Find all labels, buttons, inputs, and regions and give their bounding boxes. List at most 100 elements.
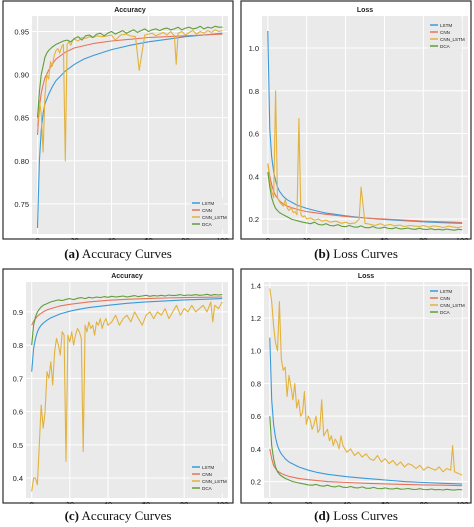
y-tick-label: 0.8 [251, 379, 261, 388]
x-tick-label: 60 [380, 236, 388, 240]
legend: LSTM CNN CNN_LSTM DCA [428, 286, 465, 318]
y-tick-label: 1.2 [251, 314, 261, 323]
legend-label: DCA [440, 310, 451, 315]
x-tick-label: 100 [456, 500, 469, 504]
y-tick-label: 0.9 [13, 308, 23, 317]
x-tick-label: 0 [30, 500, 34, 504]
series-line-cnn-lstm [267, 90, 463, 229]
chart-title: Loss [357, 7, 373, 14]
caption-c-letter: (c) [64, 508, 79, 523]
legend-label: CNN [202, 472, 212, 477]
x-tick-label: 0 [268, 500, 272, 504]
legend-label: DCA [440, 44, 451, 49]
legend-label: DCA [202, 222, 213, 227]
legend: LSTM CNN CNN_LSTM DCA [190, 198, 227, 230]
series-line-cnn [31, 296, 223, 326]
legend-label: CNN_LSTM [440, 303, 465, 308]
y-tick-label: 1.0 [251, 347, 261, 356]
caption-b-letter: (b) [314, 246, 330, 261]
series-line-dca [267, 171, 463, 231]
x-tick-label: 80 [419, 236, 427, 240]
legend-label: LSTM [440, 23, 452, 28]
y-tick-label: 0.2 [249, 215, 259, 224]
x-tick-label: 40 [343, 500, 351, 504]
legend: LSTM CNN CNN_LSTM DCA [190, 462, 227, 494]
caption-a: (a) Accuracy Curves [2, 246, 234, 262]
chart-panel-d: 0.2 0.4 0.6 0.8 1.0 1.2 1.4 0 20 40 60 80 100 Loss LST… [240, 268, 472, 527]
loss-chart-b: 0.2 0.4 0.6 0.8 1.0 0 20 40 60 80 100 Loss LSTM CNN CN… [240, 0, 472, 240]
chart-title: Accuracy [114, 7, 146, 14]
legend-label: CNN_LSTM [202, 215, 227, 220]
series-line-cnn-lstm [36, 29, 223, 162]
legend-label: CNN [440, 30, 450, 35]
series-line-dca [31, 293, 223, 346]
x-tick-label: 60 [381, 500, 389, 504]
x-tick-label: 0 [35, 236, 39, 240]
y-tick-label: 0.4 [13, 474, 23, 483]
legend-label: LSTM [440, 289, 452, 294]
x-tick-label: 60 [144, 236, 152, 240]
x-tick-label: 20 [70, 236, 78, 240]
series-line-dca [269, 416, 463, 491]
series-line-cnn-lstm [31, 301, 223, 492]
legend-label: DCA [202, 486, 213, 491]
y-tick-label: 1.0 [249, 44, 259, 53]
series-line-lstm [269, 337, 463, 485]
x-tick-label: 0 [266, 236, 270, 240]
series-line-lstm [36, 32, 223, 229]
x-tick-label: 100 [216, 500, 229, 504]
y-tick-label: 1.4 [251, 281, 261, 290]
chart-title: Loss [358, 273, 374, 280]
chart-panel-c: 0.4 0.5 0.6 0.7 0.8 0.9 0 20 40 60 80 100 Accuracy LS… [2, 268, 234, 527]
caption-a-text: Accuracy Curves [79, 246, 172, 261]
caption-c: (c) Accuracy Curves [2, 508, 234, 524]
loss-chart-d: 0.2 0.4 0.6 0.8 1.0 1.2 1.4 0 20 40 60 80 100 Loss LST… [240, 268, 472, 504]
x-tick-label: 100 [216, 236, 229, 240]
y-tick-label: 0.4 [249, 172, 259, 181]
legend-label: CNN_LSTM [440, 37, 465, 42]
x-tick-label: 40 [107, 236, 115, 240]
y-tick-label: 0.2 [251, 478, 261, 487]
y-tick-label: 0.85 [14, 114, 29, 123]
y-tick-label: 0.80 [14, 157, 29, 166]
legend-label: CNN_LSTM [202, 479, 227, 484]
x-tick-label: 100 [456, 236, 469, 240]
plot-area [262, 16, 468, 234]
legend-label: LSTM [202, 201, 214, 206]
caption-d: (d) Loss Curves [240, 508, 472, 524]
x-tick-label: 80 [181, 236, 189, 240]
x-tick-label: 20 [66, 500, 74, 504]
legend-label: CNN [202, 208, 212, 213]
caption-a-letter: (a) [64, 246, 80, 261]
y-tick-label: 0.8 [249, 87, 259, 96]
caption-c-text: Accuracy Curves [79, 508, 172, 523]
y-tick-label: 0.4 [251, 445, 261, 454]
y-tick-label: 0.6 [13, 408, 23, 417]
y-tick-label: 0.8 [13, 341, 23, 350]
y-tick-label: 0.6 [251, 412, 261, 421]
caption-b-text: Loss Curves [330, 246, 398, 261]
x-tick-label: 80 [420, 500, 428, 504]
x-tick-label: 20 [303, 236, 311, 240]
caption-b: (b) Loss Curves [240, 246, 472, 262]
y-tick-label: 0.7 [13, 374, 23, 383]
caption-d-letter: (d) [314, 508, 330, 523]
y-tick-label: 0.95 [14, 28, 29, 37]
chart-panel-a: 0.75 0.80 0.85 0.90 0.95 0 20 40 60 80 100 Accuracy… [2, 0, 234, 265]
chart-panel-b: 0.2 0.4 0.6 0.8 1.0 0 20 40 60 80 100 Loss LSTM CNN CN… [240, 0, 472, 265]
legend-label: CNN [440, 296, 450, 301]
y-tick-label: 0.5 [13, 441, 23, 450]
series-line-dca [36, 25, 223, 118]
y-tick-label: 0.75 [14, 200, 29, 209]
accuracy-chart-c: 0.4 0.5 0.6 0.7 0.8 0.9 0 20 40 60 80 100 Accuracy LS… [2, 268, 234, 504]
x-tick-label: 40 [341, 236, 349, 240]
chart-title: Accuracy [111, 273, 143, 280]
legend: LSTM CNN CNN_LSTM DCA [428, 20, 465, 52]
legend-label: LSTM [202, 465, 214, 470]
y-tick-label: 0.90 [14, 71, 29, 80]
x-tick-label: 80 [180, 500, 188, 504]
series-line-lstm [31, 298, 223, 372]
series-line-cnn-lstm [269, 288, 463, 476]
caption-d-text: Loss Curves [330, 508, 398, 523]
accuracy-chart-a: 0.75 0.80 0.85 0.90 0.95 0 20 40 60 80 100 Accuracy… [2, 0, 234, 240]
